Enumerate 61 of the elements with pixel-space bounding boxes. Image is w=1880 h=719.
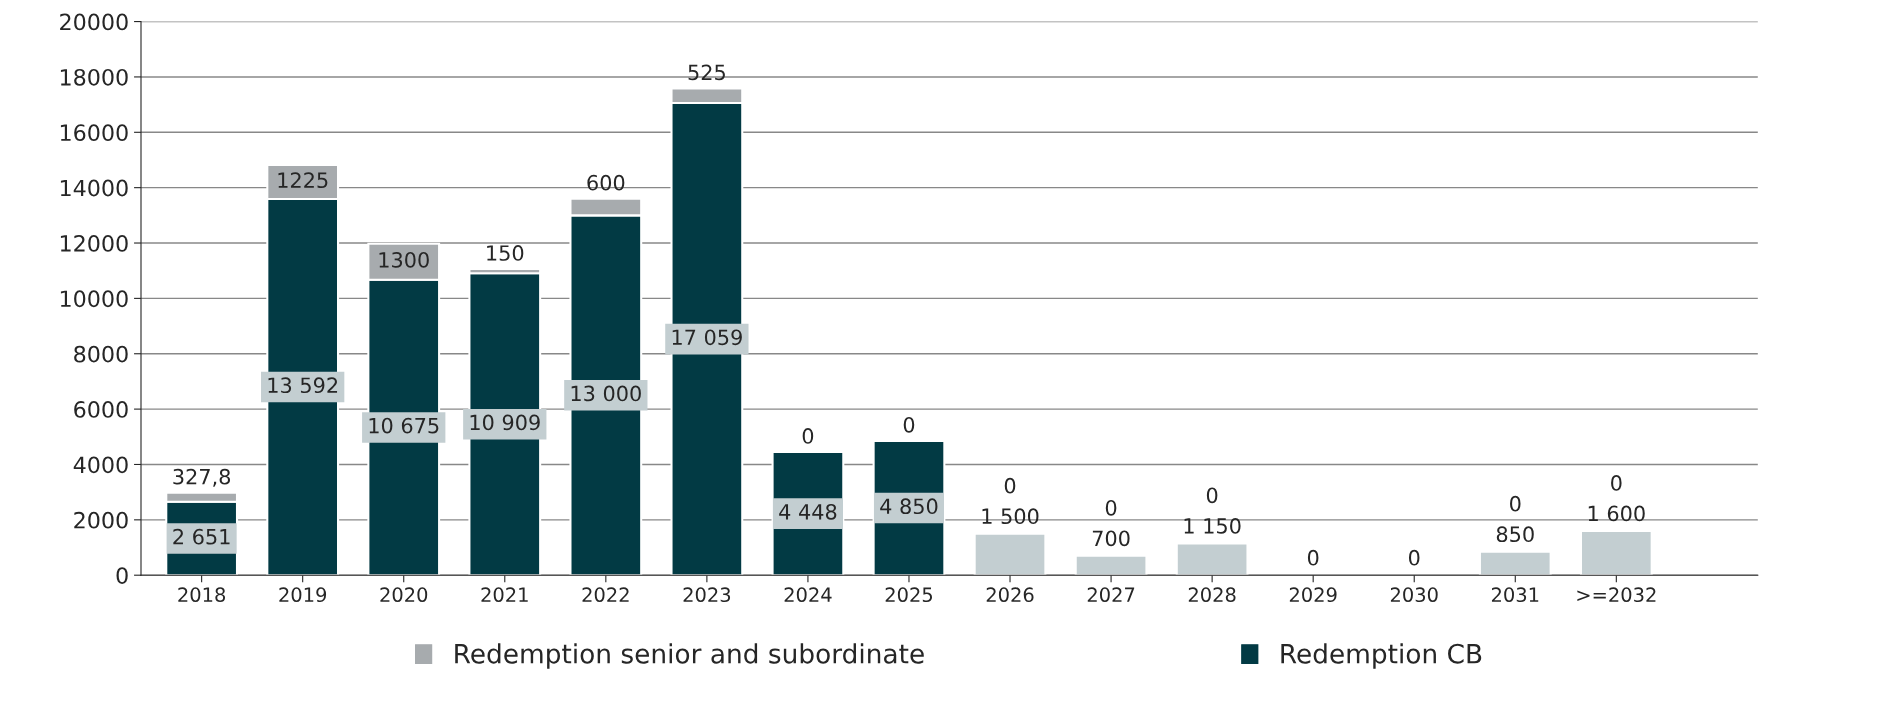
data-label: 0 bbox=[1510, 495, 1521, 512]
y-tick-label: 14000 bbox=[60, 179, 128, 197]
data-label: 0 bbox=[1611, 475, 1622, 491]
data-label: 0 bbox=[1105, 499, 1117, 516]
data-label: 13 000 bbox=[571, 385, 641, 402]
data-label: 600 bbox=[587, 174, 625, 191]
x-tick-label: 2023 bbox=[683, 587, 731, 603]
x-tick-label: 2031 bbox=[1491, 587, 1539, 603]
data-label: 700 bbox=[1092, 530, 1130, 547]
data-label: 1 600 bbox=[1588, 505, 1645, 522]
y-tick-label: 20000 bbox=[60, 13, 128, 31]
legend-label: Redemption CB bbox=[1281, 643, 1482, 669]
bar bbox=[973, 532, 1047, 576]
data-label: 327,8 bbox=[173, 468, 231, 487]
data-label: 17 059 bbox=[672, 329, 742, 346]
data-label: 0 bbox=[1206, 487, 1218, 504]
data-label: 150 bbox=[487, 245, 524, 261]
x-tick-label: 2021 bbox=[481, 587, 528, 603]
data-label: 10 675 bbox=[369, 417, 439, 434]
x-tick-label: 2020 bbox=[380, 587, 428, 603]
data-label: 0 bbox=[1307, 549, 1319, 566]
y-tick-label: 16000 bbox=[60, 124, 128, 142]
data-label: 2 651 bbox=[173, 528, 230, 545]
y-tick-label: 0 bbox=[116, 567, 128, 584]
legend-label: Redemption senior and subordinate bbox=[455, 643, 924, 669]
x-tick-label: 2018 bbox=[178, 587, 226, 603]
data-label: 850 bbox=[1496, 526, 1534, 543]
data-label: 13 592 bbox=[268, 377, 338, 394]
y-tick-label: 6000 bbox=[74, 401, 128, 418]
x-tick-label: >=2032 bbox=[1577, 587, 1656, 603]
data-label: 0 bbox=[1004, 477, 1016, 494]
x-tick-label: 2028 bbox=[1188, 587, 1236, 603]
y-tick-label: 8000 bbox=[74, 345, 128, 363]
data-label: 525 bbox=[688, 64, 725, 81]
data-label: 1300 bbox=[379, 251, 429, 268]
data-label: 4 448 bbox=[779, 503, 837, 520]
data-label: 10 909 bbox=[470, 414, 540, 431]
data-label: 0 bbox=[802, 428, 814, 444]
x-tick-label: 2030 bbox=[1390, 587, 1438, 603]
y-tick-label: 2000 bbox=[74, 511, 128, 529]
data-label: 0 bbox=[1408, 549, 1420, 566]
data-label: 1 500 bbox=[982, 508, 1039, 525]
x-tick-label: 2019 bbox=[279, 587, 327, 603]
x-tick-label: 2022 bbox=[582, 587, 629, 603]
y-tick-label: 18000 bbox=[60, 68, 128, 86]
data-label: 1225 bbox=[278, 172, 328, 189]
bar bbox=[1478, 550, 1552, 576]
y-tick-label: 4000 bbox=[73, 456, 128, 474]
bar bbox=[1175, 542, 1249, 576]
x-tick-label: 2025 bbox=[885, 587, 933, 603]
data-label: 1 150 bbox=[1184, 518, 1241, 534]
x-tick-label: 2029 bbox=[1289, 587, 1337, 603]
x-tick-label: 2026 bbox=[986, 587, 1034, 603]
bar bbox=[1074, 554, 1148, 576]
x-tick-label: 2024 bbox=[784, 587, 832, 603]
bar bbox=[1579, 529, 1653, 576]
y-tick-label: 12000 bbox=[60, 234, 128, 252]
data-label: 4 850 bbox=[880, 498, 938, 515]
y-tick-label: 10000 bbox=[60, 290, 128, 308]
x-tick-label: 2027 bbox=[1087, 587, 1135, 603]
data-label: 0 bbox=[903, 416, 915, 433]
